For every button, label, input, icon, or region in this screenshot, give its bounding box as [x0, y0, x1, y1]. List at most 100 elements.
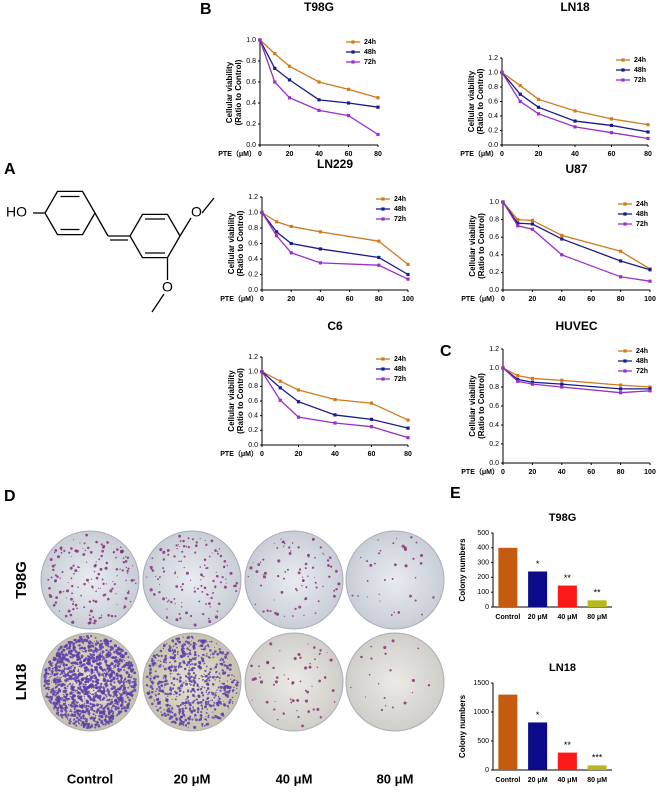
colony-dot — [71, 656, 74, 659]
colony-dot — [72, 539, 74, 541]
colony-dot — [119, 653, 122, 656]
x-tick-label: 0 — [500, 151, 504, 158]
colony-dot — [184, 707, 187, 709]
colony-dot — [62, 691, 65, 693]
colony-dot — [101, 642, 103, 644]
colony-dot — [72, 564, 75, 567]
colony-dot — [123, 660, 125, 662]
colony-dot — [166, 608, 168, 610]
colony-dot — [59, 670, 61, 672]
colony-dot — [45, 677, 47, 680]
colony-dot — [218, 673, 220, 675]
colony-dot — [57, 695, 60, 699]
point — [516, 224, 520, 228]
colony-dot — [51, 667, 54, 670]
colony-dot — [187, 672, 191, 676]
colony-dot — [181, 646, 184, 650]
colony-dot — [117, 667, 120, 671]
colony-dot — [134, 582, 137, 585]
colony-dot — [47, 578, 50, 581]
x-tick-label: 20 μM — [528, 614, 548, 621]
colony-dot — [220, 651, 224, 655]
colony-dot — [131, 668, 135, 672]
colony-dot — [58, 656, 61, 660]
colony-dot — [164, 692, 167, 695]
colony-dot — [233, 686, 235, 689]
colony-dot — [199, 714, 203, 717]
colony-dot — [119, 546, 122, 548]
colony-dot — [377, 682, 380, 685]
colony-dot — [68, 648, 70, 650]
colony-dot — [56, 555, 60, 559]
colony-dot — [60, 699, 63, 701]
colony-dot — [133, 688, 137, 692]
colony-dot — [69, 708, 72, 711]
colony-dot — [249, 566, 253, 570]
point — [346, 87, 351, 91]
colony-dot — [75, 681, 78, 684]
colony-dot — [86, 668, 90, 672]
colony-dot — [259, 680, 264, 684]
colony-dot — [254, 603, 257, 606]
colony-dot — [61, 682, 65, 686]
colony-dot — [329, 658, 333, 662]
colony-dot — [91, 668, 93, 671]
colony-dot — [175, 544, 178, 547]
colony-dot — [61, 571, 64, 574]
colony-dot — [183, 642, 185, 645]
colony-dot — [114, 681, 116, 683]
colony-dot — [93, 570, 96, 573]
colony-dot — [65, 695, 68, 698]
colony-dot — [56, 662, 59, 665]
point — [258, 38, 262, 42]
bar — [528, 722, 548, 770]
colony-dot — [291, 542, 294, 544]
colony-dot — [126, 591, 130, 595]
point — [619, 391, 623, 395]
point — [530, 218, 534, 223]
x-tick-label: 80 μM — [587, 614, 607, 621]
colony-dot — [282, 545, 285, 547]
colony-dot — [180, 585, 182, 588]
colony-dot — [66, 718, 69, 720]
colony-dot — [164, 654, 167, 658]
y-tick-label: 0.4 — [489, 422, 499, 429]
colony-dot — [160, 711, 162, 713]
colony-dot — [167, 695, 169, 697]
colony-dot — [203, 675, 205, 678]
colony-dot — [46, 692, 49, 695]
colony-dot — [219, 554, 223, 558]
colony-dot — [128, 698, 131, 702]
colony-dot — [99, 655, 102, 659]
colony-dot — [83, 606, 86, 609]
colony-dot — [198, 639, 201, 642]
colony-dot — [88, 617, 92, 621]
colony-dot — [90, 674, 92, 676]
colony-dot — [95, 700, 97, 702]
colony-dot — [187, 717, 190, 719]
colony-dot — [90, 648, 92, 651]
colony-dot — [115, 548, 119, 551]
colony-dot — [187, 699, 190, 702]
colony-dot — [170, 690, 173, 692]
colony-dot — [222, 683, 225, 685]
colony-dot — [219, 680, 221, 682]
colony-dot — [284, 570, 287, 573]
colony-dot — [207, 714, 210, 717]
colony-dot — [159, 680, 163, 684]
colony-dot — [48, 660, 51, 664]
colony-dot — [199, 700, 203, 704]
x-tick-label: 40 — [331, 451, 339, 458]
colony-dot — [96, 652, 98, 654]
colony-dot — [55, 657, 57, 660]
colony-dot — [116, 664, 120, 668]
point — [646, 130, 650, 134]
colony-dot — [169, 661, 171, 664]
colony-dot — [225, 582, 227, 584]
point — [648, 389, 652, 393]
legend-label: 72h — [394, 216, 406, 223]
colony-dot — [234, 584, 237, 587]
colony-dot — [194, 696, 196, 698]
colony-dot — [153, 699, 155, 701]
colony-dot — [91, 680, 95, 683]
